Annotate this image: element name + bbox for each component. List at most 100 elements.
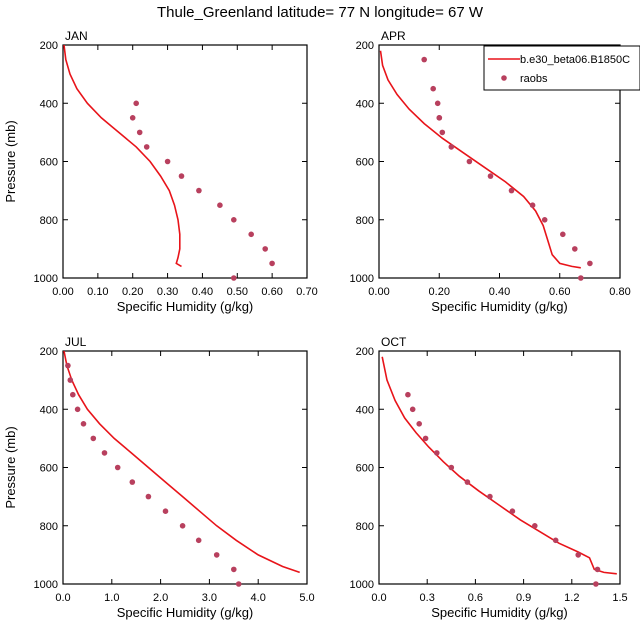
y-tick-label: 800 <box>40 521 58 533</box>
x-tick-label: 0.00 <box>368 286 389 298</box>
x-tick-label: 0.3 <box>420 592 435 604</box>
raobs-point <box>575 552 581 558</box>
raobs-point <box>217 202 223 208</box>
raobs-point <box>487 173 494 179</box>
x-tick-label: 0.80 <box>609 286 630 298</box>
raobs-point <box>552 537 559 544</box>
panel-label: JAN <box>65 29 88 43</box>
x-tick-label: 0.40 <box>192 286 213 298</box>
raobs-point <box>231 566 237 573</box>
y-tick-label: 400 <box>356 404 374 416</box>
y-tick-label: 600 <box>40 463 58 475</box>
raobs-point <box>164 158 171 165</box>
y-tick-label: 1000 <box>350 273 374 285</box>
model-profile-line <box>63 45 182 268</box>
raobs-point <box>133 100 139 107</box>
raobs-point <box>136 129 143 136</box>
raobs-point <box>560 231 566 238</box>
panel-oct: OCT 0.0 0.3 0.6 0.9 1.2 1.5 200 400 600 800 1000 Spe… <box>350 335 628 620</box>
y-tick-label: 1000 <box>34 273 58 285</box>
y-tick-label: 600 <box>356 157 374 169</box>
x-tick-label: 0.00 <box>52 286 73 298</box>
x-tick-label: 0.60 <box>261 286 282 298</box>
raobs-point <box>65 362 71 369</box>
x-tick-label: 0.10 <box>87 286 108 298</box>
x-tick-label: 2.0 <box>153 592 168 604</box>
raobs-point <box>231 275 237 281</box>
raobs-point <box>90 435 97 442</box>
raobs-point <box>67 377 74 383</box>
x-axis-title: Specific Humidity (g/kg) <box>117 605 254 620</box>
x-tick-label: 0.9 <box>516 592 531 604</box>
raobs-point <box>430 85 437 92</box>
panel-label: APR <box>381 29 406 43</box>
raobs-point <box>593 581 599 587</box>
raobs-point <box>405 391 411 398</box>
raobs-point <box>129 115 136 121</box>
raobs-point <box>145 493 152 500</box>
raobs-point <box>143 144 150 150</box>
y-axis-title: Pressure (mb) <box>3 120 18 202</box>
panel-jul: JUL 0.0 1.0 2.0 3.0 4.0 5.0 200 400 600 800 1000 Spe… <box>3 335 315 620</box>
legend-box <box>483 45 640 91</box>
panel-jan: JAN 0.00 0.10 0.20 0.30 0.40 0.50 0.60 0.70 200 40… <box>3 29 318 314</box>
x-tick-label: 1.0 <box>104 592 119 604</box>
x-tick-label: 1.5 <box>612 592 627 604</box>
raobs-point <box>162 508 169 514</box>
raobs-point <box>213 552 220 558</box>
raobs-point <box>196 187 202 194</box>
raobs-point <box>195 537 202 544</box>
y-tick-label: 600 <box>40 157 58 169</box>
plot-frame <box>62 44 308 279</box>
raobs-point <box>129 479 136 485</box>
raobs-point <box>508 187 515 194</box>
raobs-point <box>541 217 548 223</box>
panel-label: OCT <box>381 335 407 349</box>
raobs-point <box>114 464 121 471</box>
raobs-point <box>409 406 416 413</box>
y-tick-label: 400 <box>40 404 58 416</box>
x-axis-title: Specific Humidity (g/kg) <box>431 605 568 620</box>
x-tick-label: 0.40 <box>489 286 510 298</box>
panel-label: JUL <box>65 335 87 349</box>
x-tick-label: 0.0 <box>55 592 70 604</box>
x-tick-label: 0.0 <box>371 592 386 604</box>
model-profile-line <box>379 50 581 269</box>
raobs-point <box>578 275 584 281</box>
model-profile-line <box>381 356 617 575</box>
figure-title: Thule_Greenland latitude= 77 N longitude… <box>156 4 484 21</box>
raobs-point <box>248 231 254 238</box>
raobs-point <box>487 493 493 500</box>
y-tick-label: 200 <box>356 346 374 358</box>
y-tick-label: 200 <box>356 40 374 52</box>
x-tick-label: 0.70 <box>296 286 317 298</box>
raobs-point <box>587 260 593 267</box>
raobs-point <box>178 173 185 179</box>
legend-label-model: b.e30_beta06.B1850C <box>520 54 630 66</box>
x-tick-label: 0.50 <box>227 286 248 298</box>
raobs-point <box>74 406 81 413</box>
legend-dot-swatch <box>501 75 507 81</box>
y-tick-label: 200 <box>40 40 58 52</box>
raobs-point <box>532 523 538 529</box>
raobs-point <box>594 566 601 573</box>
x-tick-label: 4.0 <box>251 592 266 604</box>
x-tick-label: 0.20 <box>122 286 143 298</box>
raobs-point <box>448 144 455 150</box>
model-profile-line <box>63 351 300 574</box>
raobs-point <box>572 246 578 252</box>
x-tick-label: 3.0 <box>202 592 217 604</box>
raobs-point <box>269 260 275 267</box>
y-tick-label: 800 <box>40 215 58 227</box>
y-axis-title: Pressure (mb) <box>3 426 18 508</box>
raobs-point <box>436 115 443 121</box>
y-tick-label: 1000 <box>34 579 58 591</box>
raobs-point <box>421 56 428 63</box>
x-tick-label: 1.2 <box>564 592 579 604</box>
raobs-point <box>231 217 237 223</box>
raobs-point <box>529 202 536 208</box>
y-tick-label: 1000 <box>350 579 374 591</box>
x-tick-label: 0.30 <box>157 286 178 298</box>
y-tick-label: 600 <box>356 463 374 475</box>
raobs-point <box>101 450 108 456</box>
